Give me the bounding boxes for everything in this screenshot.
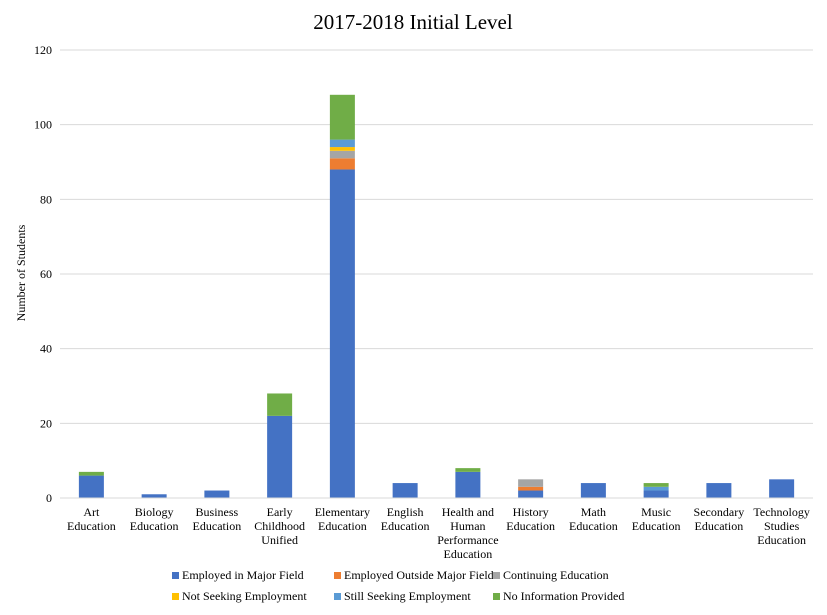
bar-segment [455,468,481,472]
x-tick-label-line: Performance [437,533,498,547]
bar-segment [204,490,230,498]
legend-item: Continuing Education [493,568,609,582]
x-tick-label-line: Art [83,505,100,519]
legend-swatch [172,593,179,600]
legend-swatch [493,593,500,600]
x-tick-label-line: Education [506,519,555,533]
bar-segment [329,150,355,159]
x-tick-label: Secondary Education [694,505,745,533]
bar-segment [643,490,669,498]
y-axis-title: Number of Students [14,224,28,321]
y-tick-label: 20 [40,416,52,430]
x-tick-label-line: Technology [753,505,809,519]
y-tick-label: 0 [46,491,52,505]
x-tick-label-line: Early [267,505,293,519]
x-tick-label-line: Education [318,519,367,533]
x-tick-label-line: Education [569,519,618,533]
legend-label: Continuing Education [503,568,609,582]
x-tick-label: Biology Education [130,505,179,533]
bar-segment [518,479,544,487]
bar-segment [643,486,669,491]
y-tick-label: 40 [40,342,52,356]
legend-item: Employed Outside Major Field [334,568,494,582]
bar-segment [580,483,606,498]
x-tick-label: Early Childhood Unified [254,505,305,547]
bar-segment [392,483,418,498]
x-tick-label-line: Elementary [315,505,370,519]
legend: Employed in Major Field Employed Outside … [172,568,624,603]
x-tick-label-line: Secondary [694,505,745,519]
bar-segment [329,169,355,498]
bar-segment [643,483,669,487]
x-tick-label: Health and Human Performance Education [437,505,498,561]
x-tick-label-line: Childhood [254,519,305,533]
x-tick-label: Art Education [67,505,116,533]
x-tick-label: Business Education [193,505,242,533]
bar-segment [78,471,104,476]
legend-label: Employed Outside Major Field [344,568,494,582]
bar-segment [706,483,732,498]
x-tick-label-line: Unified [261,533,298,547]
legend-item: Still Seeking Employment [334,589,471,603]
x-tick-label-line: Health and [442,505,494,519]
legend-swatch [334,593,341,600]
bar-segment [329,158,355,170]
legend-label: Not Seeking Employment [182,589,307,603]
x-tick-label: English Education [381,505,430,533]
x-tick-label: Technology Studies Education [753,505,809,547]
legend-label: Still Seeking Employment [344,589,471,603]
x-tick-label-line: Education [381,519,430,533]
x-tick-label: Elementary Education [315,505,370,533]
x-tick-label: Math Education [569,505,618,533]
legend-swatch [172,572,179,579]
legend-item: Not Seeking Employment [172,589,307,603]
x-tick-label-line: Education [444,547,493,561]
x-tick-label-line: Biology [135,505,174,519]
legend-swatch [493,572,500,579]
x-tick-label-line: Education [67,519,116,533]
bar-segment [267,393,293,416]
y-axis-ticks: 0 20 40 60 80 100 120 [34,43,52,505]
bar-segment [267,415,293,498]
bar-segment [329,94,355,140]
bar-segment [518,490,544,498]
y-tick-label: 80 [40,192,52,206]
x-tick-label-line: Education [632,519,681,533]
bar-segment [455,471,481,498]
legend-item: Employed in Major Field [172,568,304,582]
x-tick-label-line: Education [193,519,242,533]
x-tick-label-line: Business [196,505,239,519]
x-tick-label-line: Education [130,519,179,533]
x-tick-label-line: Education [695,519,744,533]
legend-swatch [334,572,341,579]
legend-label: No Information Provided [503,589,624,603]
bar-segment [329,147,355,151]
x-tick-label: Music Education [632,505,681,533]
y-tick-label: 100 [34,118,52,132]
legend-item: No Information Provided [493,589,624,603]
bar-segment [518,486,544,491]
x-tick-label-line: English [387,505,424,519]
chart-title: 2017-2018 Initial Level [313,10,513,34]
bar-segment [141,494,167,498]
gridlines [60,49,813,424]
x-tick-label-line: History [513,505,549,519]
bar-segment [329,139,355,148]
bars [78,94,795,498]
legend-label: Employed in Major Field [182,568,304,582]
x-tick-label: History Education [506,505,555,533]
x-tick-label-line: Math [581,505,606,519]
x-tick-label-line: Music [641,505,671,519]
bar-segment [769,479,795,498]
x-tick-label-line: Studies [764,519,800,533]
x-tick-label-line: Education [757,533,806,547]
y-tick-label: 120 [34,43,52,57]
bar-segment [78,475,104,498]
y-tick-label: 60 [40,267,52,281]
x-tick-label-line: Human [450,519,485,533]
